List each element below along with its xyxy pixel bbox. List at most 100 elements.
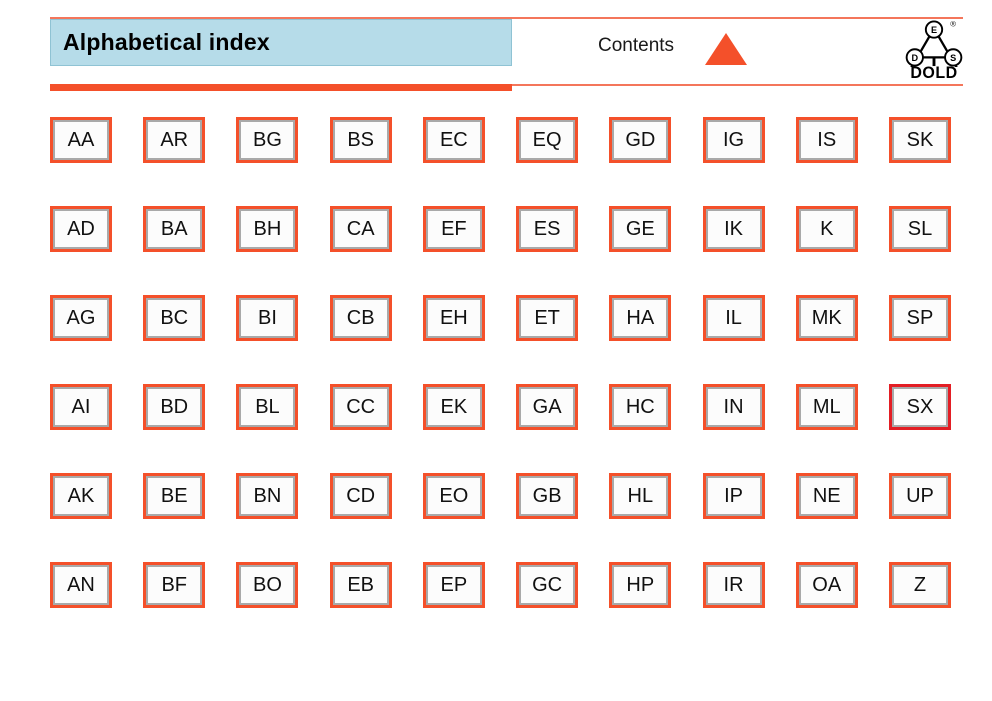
index-button-ne[interactable]: NE <box>795 473 858 519</box>
index-button-ef[interactable]: EF <box>422 206 485 252</box>
index-button-sp[interactable]: SP <box>888 295 951 341</box>
index-button-label: HA <box>626 307 655 329</box>
index-button-bn[interactable]: BN <box>236 473 299 519</box>
index-button-hl[interactable]: HL <box>609 473 672 519</box>
index-button-label: CB <box>346 307 375 329</box>
index-button-label: HC <box>625 396 655 418</box>
index-button-label: AD <box>67 218 95 240</box>
index-button-in[interactable]: IN <box>702 384 765 430</box>
index-button-ik[interactable]: IK <box>702 206 765 252</box>
index-button-bh[interactable]: BH <box>236 206 299 252</box>
index-button-et[interactable]: ET <box>516 295 579 341</box>
index-button-ad[interactable]: AD <box>50 206 112 252</box>
index-button-gb[interactable]: GB <box>516 473 579 519</box>
index-button-hc[interactable]: HC <box>609 384 672 430</box>
index-button-ek[interactable]: EK <box>422 384 485 430</box>
index-button-label: SL <box>907 218 933 240</box>
index-button-ak[interactable]: AK <box>50 473 112 519</box>
index-button-sk[interactable]: SK <box>888 117 951 163</box>
index-button-label: IS <box>817 129 837 151</box>
index-button-ba[interactable]: BA <box>143 206 206 252</box>
index-button-label: EK <box>440 396 468 418</box>
index-button-ip[interactable]: IP <box>702 473 765 519</box>
index-button-label: BL <box>255 396 280 418</box>
index-button-ca[interactable]: CA <box>329 206 392 252</box>
index-button-bo[interactable]: BO <box>236 562 299 608</box>
index-button-gd[interactable]: GD <box>609 117 672 163</box>
index-button-sl[interactable]: SL <box>888 206 951 252</box>
index-button-sx[interactable]: SX <box>888 384 951 430</box>
index-button-z[interactable]: Z <box>888 562 951 608</box>
title-underline-bar <box>50 84 512 91</box>
index-button-bi[interactable]: BI <box>236 295 299 341</box>
index-button-label: BN <box>253 485 282 507</box>
index-button-label: BI <box>257 307 277 329</box>
emblem-letter-d: D <box>912 53 919 63</box>
index-button-label: GE <box>625 218 655 240</box>
index-button-ig[interactable]: IG <box>702 117 765 163</box>
index-button-bl[interactable]: BL <box>236 384 299 430</box>
index-button-aa[interactable]: AA <box>50 117 112 163</box>
index-button-label: K <box>820 218 834 240</box>
index-button-label: EP <box>440 574 468 596</box>
index-button-label: AK <box>67 485 95 507</box>
index-button-eh[interactable]: EH <box>422 295 485 341</box>
index-button-label: MK <box>811 307 842 329</box>
index-button-ml[interactable]: ML <box>795 384 858 430</box>
index-button-cd[interactable]: CD <box>329 473 392 519</box>
index-button-ag[interactable]: AG <box>50 295 112 341</box>
index-button-is[interactable]: IS <box>795 117 858 163</box>
index-button-oa[interactable]: OA <box>795 562 858 608</box>
index-button-label: ML <box>812 396 841 418</box>
index-button-ha[interactable]: HA <box>609 295 672 341</box>
index-button-label: EB <box>347 574 374 596</box>
index-button-label: IP <box>724 485 743 507</box>
emblem-letter-e: E <box>931 25 937 35</box>
header-bottom-rule <box>512 84 963 86</box>
index-button-label: GD <box>625 129 656 151</box>
index-button-bs[interactable]: BS <box>329 117 392 163</box>
index-button-bc[interactable]: BC <box>143 295 206 341</box>
index-button-be[interactable]: BE <box>143 473 206 519</box>
index-button-label: GB <box>532 485 562 507</box>
index-button-ar[interactable]: AR <box>143 117 206 163</box>
header-top-rule <box>50 17 963 19</box>
index-button-bd[interactable]: BD <box>143 384 206 430</box>
contents-link-label[interactable]: Contents <box>598 35 675 56</box>
index-button-bg[interactable]: BG <box>236 117 299 163</box>
index-button-ga[interactable]: GA <box>516 384 579 430</box>
index-button-label: CA <box>346 218 375 240</box>
index-button-mk[interactable]: MK <box>795 295 858 341</box>
dold-brand-text: DOLD <box>910 64 958 83</box>
index-button-an[interactable]: AN <box>50 562 112 608</box>
index-button-eq[interactable]: EQ <box>516 117 579 163</box>
index-button-ec[interactable]: EC <box>422 117 485 163</box>
index-button-ai[interactable]: AI <box>50 384 112 430</box>
index-button-il[interactable]: IL <box>702 295 765 341</box>
index-button-cc[interactable]: CC <box>329 384 392 430</box>
index-button-eb[interactable]: EB <box>329 562 392 608</box>
index-button-label: BD <box>160 396 189 418</box>
index-button-bf[interactable]: BF <box>143 562 206 608</box>
index-button-eo[interactable]: EO <box>422 473 485 519</box>
contents-up-triangle-icon[interactable] <box>705 33 747 65</box>
index-button-label: BH <box>253 218 282 240</box>
dold-emblem-icon: E D S ® <box>905 20 963 67</box>
index-button-up[interactable]: UP <box>888 473 951 519</box>
index-button-k[interactable]: K <box>795 206 858 252</box>
index-button-hp[interactable]: HP <box>609 562 672 608</box>
index-button-cb[interactable]: CB <box>329 295 392 341</box>
index-button-es[interactable]: ES <box>516 206 579 252</box>
index-button-label: BO <box>252 574 282 596</box>
index-button-ep[interactable]: EP <box>422 562 485 608</box>
index-button-gc[interactable]: GC <box>516 562 579 608</box>
index-button-label: Z <box>913 574 927 596</box>
index-button-ge[interactable]: GE <box>609 206 672 252</box>
index-button-label: IK <box>724 218 743 240</box>
index-grid: AA AR BG BS EC EQ GD IG IS SK AD BA BH CA EF ES GE IK K SL A… <box>50 117 951 608</box>
page-title: Alphabetical index <box>63 29 270 55</box>
index-button-label: AA <box>67 129 95 151</box>
index-button-label: BF <box>161 574 187 596</box>
index-button-ir[interactable]: IR <box>702 562 765 608</box>
